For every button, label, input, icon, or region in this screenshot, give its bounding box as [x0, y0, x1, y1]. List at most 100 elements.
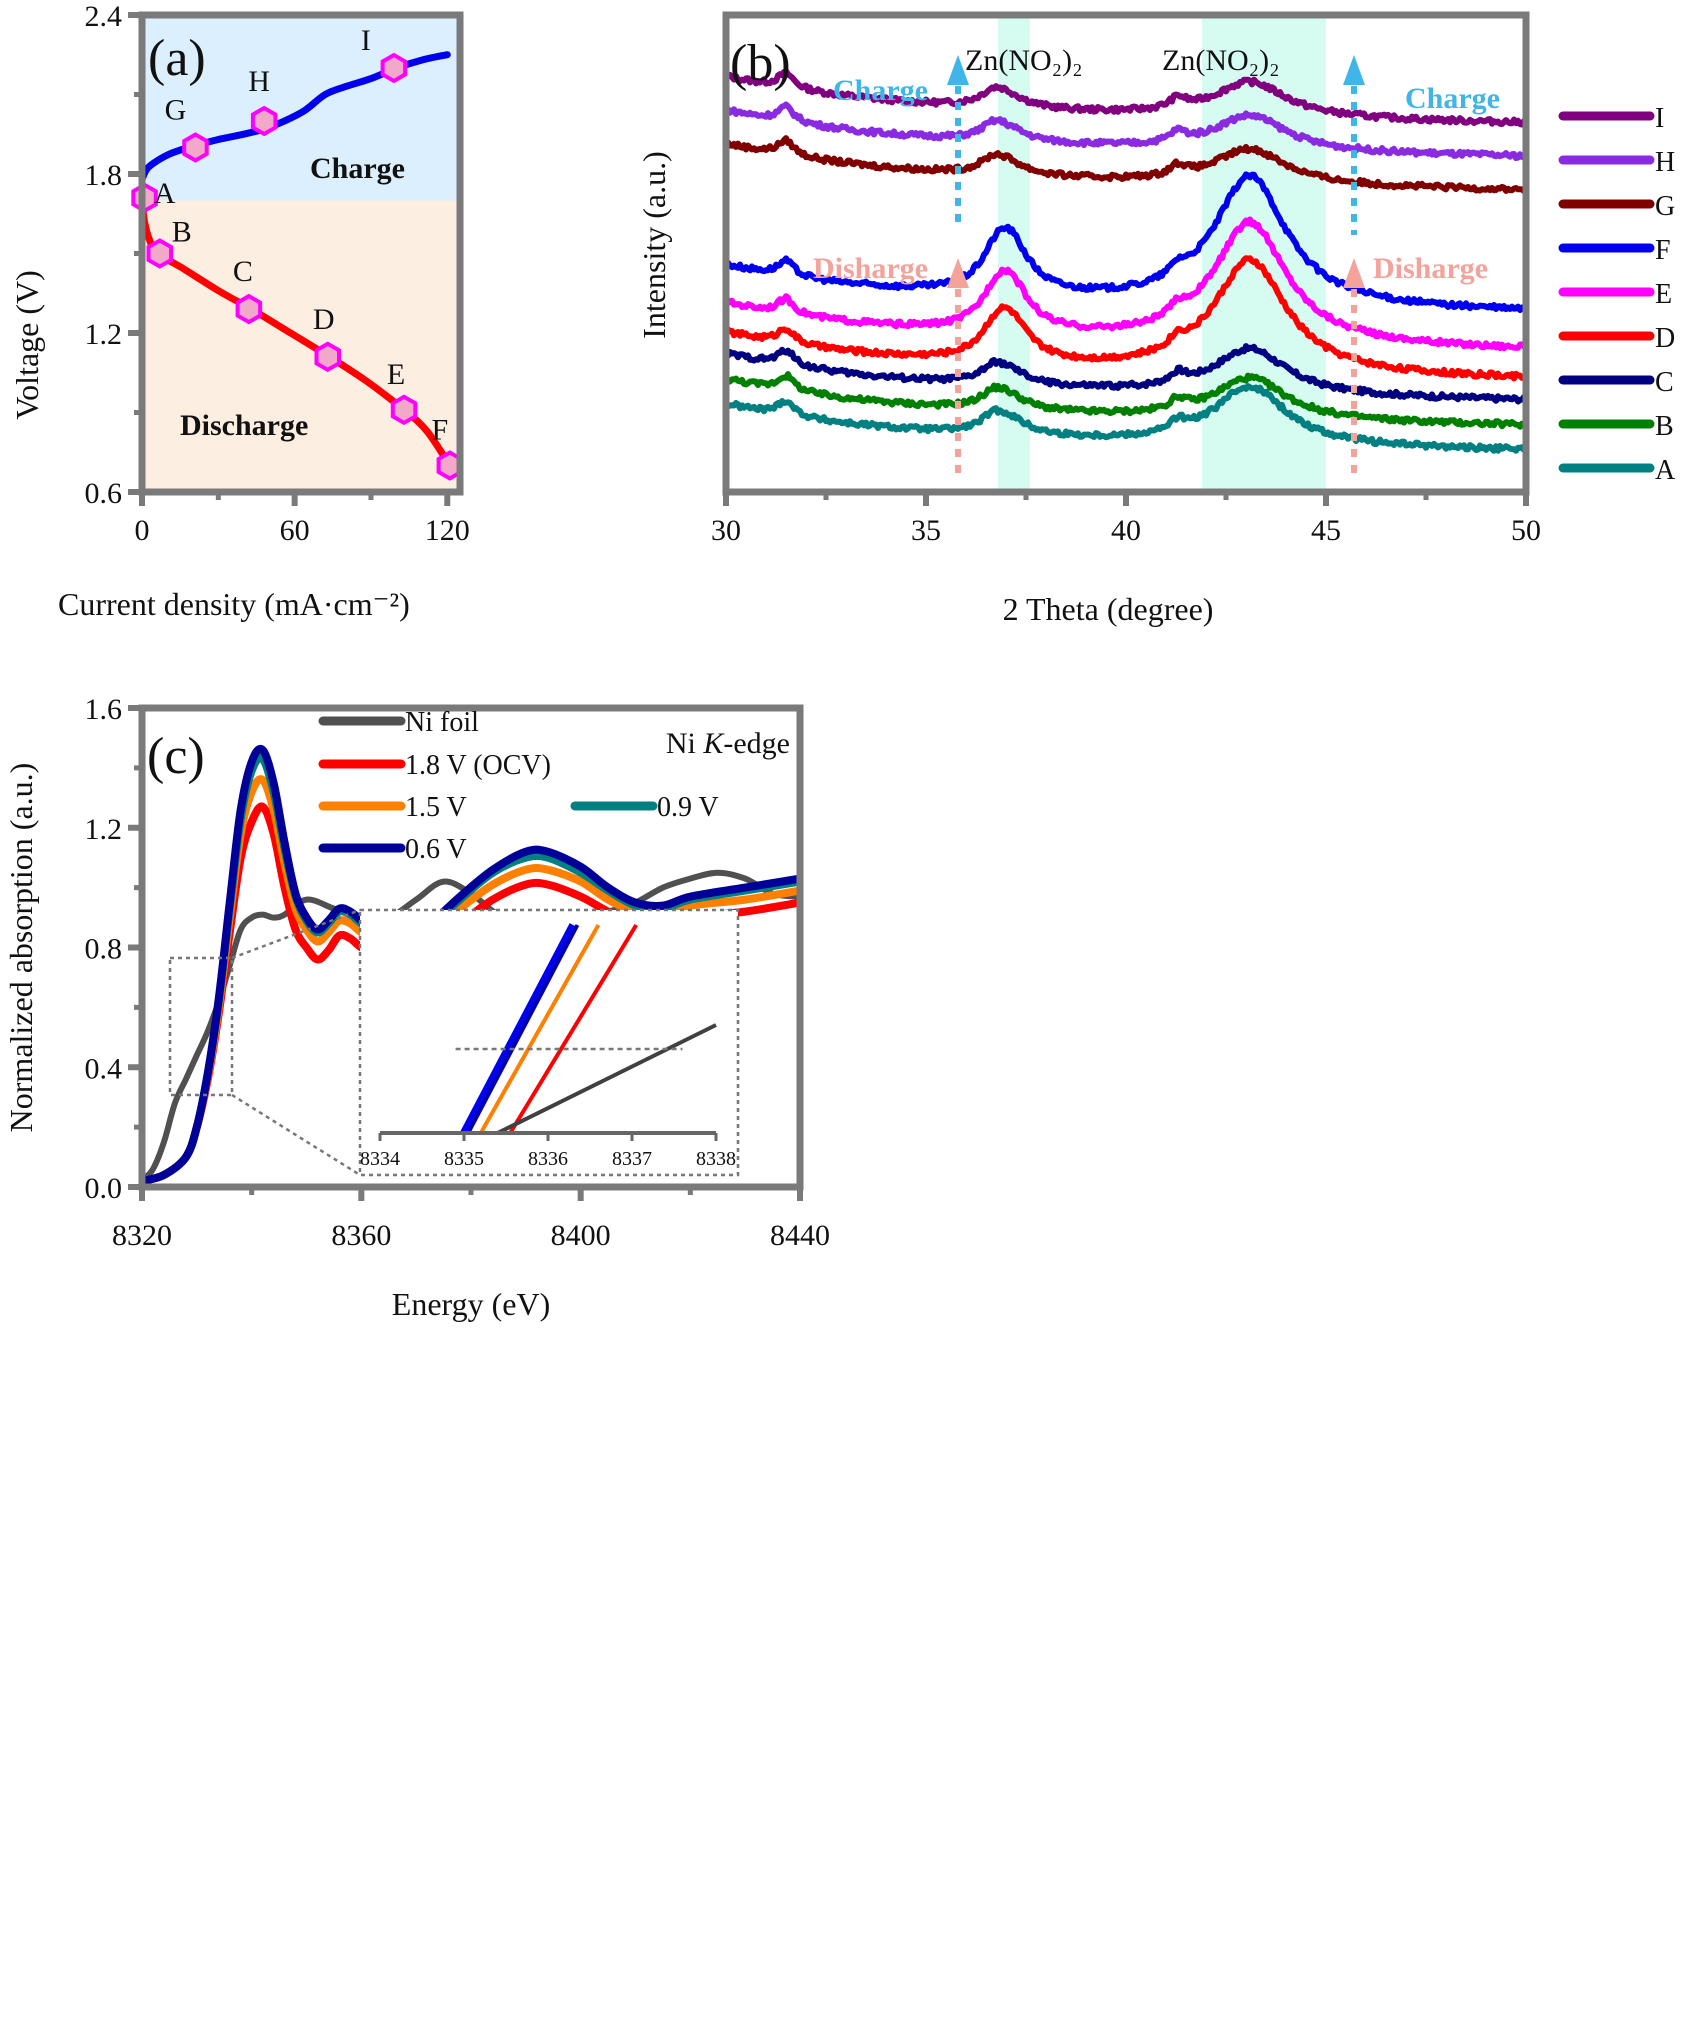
xrd-series-H [725, 101, 1529, 162]
state-label-D: D [313, 303, 335, 336]
region-discharge [142, 200, 460, 492]
x-tick-label: 8440 [770, 1219, 830, 1252]
panel-label-a: (a) [148, 30, 206, 87]
y-tick-label: 1.8 [85, 159, 123, 192]
legend-label: 1.5 V [405, 792, 467, 823]
x-tick-label: 8320 [112, 1219, 172, 1252]
legend-label-I: I [1655, 103, 1664, 134]
y-tick-label: 1.6 [85, 693, 123, 726]
region-label-charge: Charge [310, 152, 405, 185]
legend-label-G: G [1655, 191, 1675, 222]
x-tick-label: 8360 [331, 1219, 391, 1252]
panel-b-xrd-patterns: Charge Charge Disharge Disharge Zn(NO₂)₂ Zn(N… [636, 11, 1676, 627]
state-label-C: C [233, 255, 253, 288]
state-label-I: I [361, 24, 371, 57]
charge-arrow-icon [1343, 55, 1365, 85]
inset-series [496, 1023, 717, 1135]
xrd-series-I [724, 68, 1529, 128]
legend-label-B: B [1655, 411, 1674, 442]
zoom-region-box [168, 956, 234, 1097]
y-tick-label: 0.0 [85, 1172, 123, 1205]
y-tick-label: 0.6 [85, 477, 123, 510]
x-tick-label: 60 [280, 514, 310, 547]
y-tick-label: 0.4 [85, 1052, 123, 1085]
discharge-label-left: Disharge [813, 252, 928, 285]
inset-x-tick-label: 8335 [444, 1148, 484, 1170]
y-axis-title: Intensity (a.u.) [636, 151, 672, 339]
legend-label: 1.8 V (OCV) [405, 750, 551, 781]
y-tick-label: 0.8 [85, 933, 123, 966]
y-axis-title: Normalized absorption (a.u.) [3, 763, 39, 1133]
x-tick-label: 45 [1311, 514, 1341, 547]
legend-label: 0.6 V [405, 834, 467, 865]
discharge-arrow-icon [947, 258, 969, 288]
inset-x-tick-label: 8334 [360, 1148, 400, 1170]
panel-c-xanes-discharge: 8334 8335 8336 8337 8338 8320 8360 8400 8440 0.0 0… [3, 693, 830, 1322]
xrd-series-C [723, 343, 1528, 405]
legend-label-A: A [1655, 455, 1676, 486]
xrd-series-F [723, 171, 1529, 313]
zoom-connector [231, 908, 361, 960]
x-tick-label: 0 [135, 514, 150, 547]
region-charge [142, 15, 460, 201]
legend-label-H: H [1655, 147, 1675, 178]
xrd-series-A [723, 383, 1528, 454]
state-marker-G [182, 132, 209, 163]
xanes-series [140, 744, 801, 1185]
band-label-2: Zn(NO₂)₂ [1162, 44, 1280, 77]
state-marker-B [146, 238, 174, 269]
x-tick-label: 8400 [551, 1219, 611, 1252]
state-marker-H [250, 105, 278, 137]
xrd-series-B [723, 371, 1528, 430]
inset-series [466, 924, 580, 1134]
panel-label-c: (c) [147, 728, 205, 785]
state-marker-C [235, 293, 263, 325]
legend-label-D: D [1655, 323, 1675, 354]
charge-label-right: Charge [1405, 82, 1500, 115]
x-tick-label: 40 [1111, 514, 1141, 547]
inset-x-tick-label: 8336 [528, 1148, 568, 1170]
state-label-F: F [431, 414, 448, 447]
charge-label-left: Charge [833, 74, 928, 107]
x-tick-label: 30 [711, 514, 741, 547]
legend-label-C: C [1655, 367, 1674, 398]
state-marker-I [380, 52, 408, 84]
band-label-1: Zn(NO₂)₂ [965, 44, 1083, 77]
legend-label: 0.9 V [657, 792, 719, 823]
state-label-A: A [154, 177, 176, 210]
y-tick-label: 1.2 [85, 813, 123, 846]
inset-x-tick-label: 8337 [612, 1148, 652, 1170]
inset-series [479, 924, 601, 1134]
inset-x-tick-label: 8338 [696, 1148, 736, 1170]
state-marker-E [390, 394, 418, 426]
x-tick-label: 35 [911, 514, 941, 547]
xrd-series-D [723, 255, 1529, 382]
legend-label-F: F [1655, 235, 1671, 266]
state-label-B: B [172, 216, 192, 249]
x-axis-title: Energy (eV) [392, 1286, 550, 1322]
legend-label: Ni foil [405, 707, 479, 738]
y-tick-label: 1.2 [85, 318, 123, 351]
legend-label-E: E [1655, 279, 1672, 310]
panel-a-voltage-curve: AB C D EF G H I 0 60 120 0.6 1.2 1.8 2.4 (a) Charge Disc… [9, 0, 470, 622]
x-tick-label: 50 [1511, 514, 1541, 547]
zoom-connector [231, 1093, 361, 1177]
y-tick-label: 2.4 [85, 0, 123, 33]
state-label-H: H [248, 65, 270, 98]
inset-box [358, 908, 740, 1177]
state-marker-D [314, 341, 341, 373]
state-label-G: G [165, 94, 187, 127]
discharge-label-right: Disharge [1373, 252, 1488, 285]
state-label-E: E [387, 358, 405, 391]
inset-series [460, 923, 577, 1135]
region-label-discharge: Discharge [180, 409, 308, 442]
edge-label: Ni K-edge [666, 727, 790, 760]
xrd-series-G [724, 135, 1529, 195]
xrd-series-E [723, 216, 1529, 352]
discharge-arrow-icon [1343, 258, 1365, 288]
panel-label-b: (b) [730, 35, 791, 92]
x-axis-title: Current density (mA·cm⁻²) [58, 586, 410, 622]
x-axis-title: 2 Theta (degree) [1003, 591, 1214, 627]
inset-series [508, 923, 638, 1135]
